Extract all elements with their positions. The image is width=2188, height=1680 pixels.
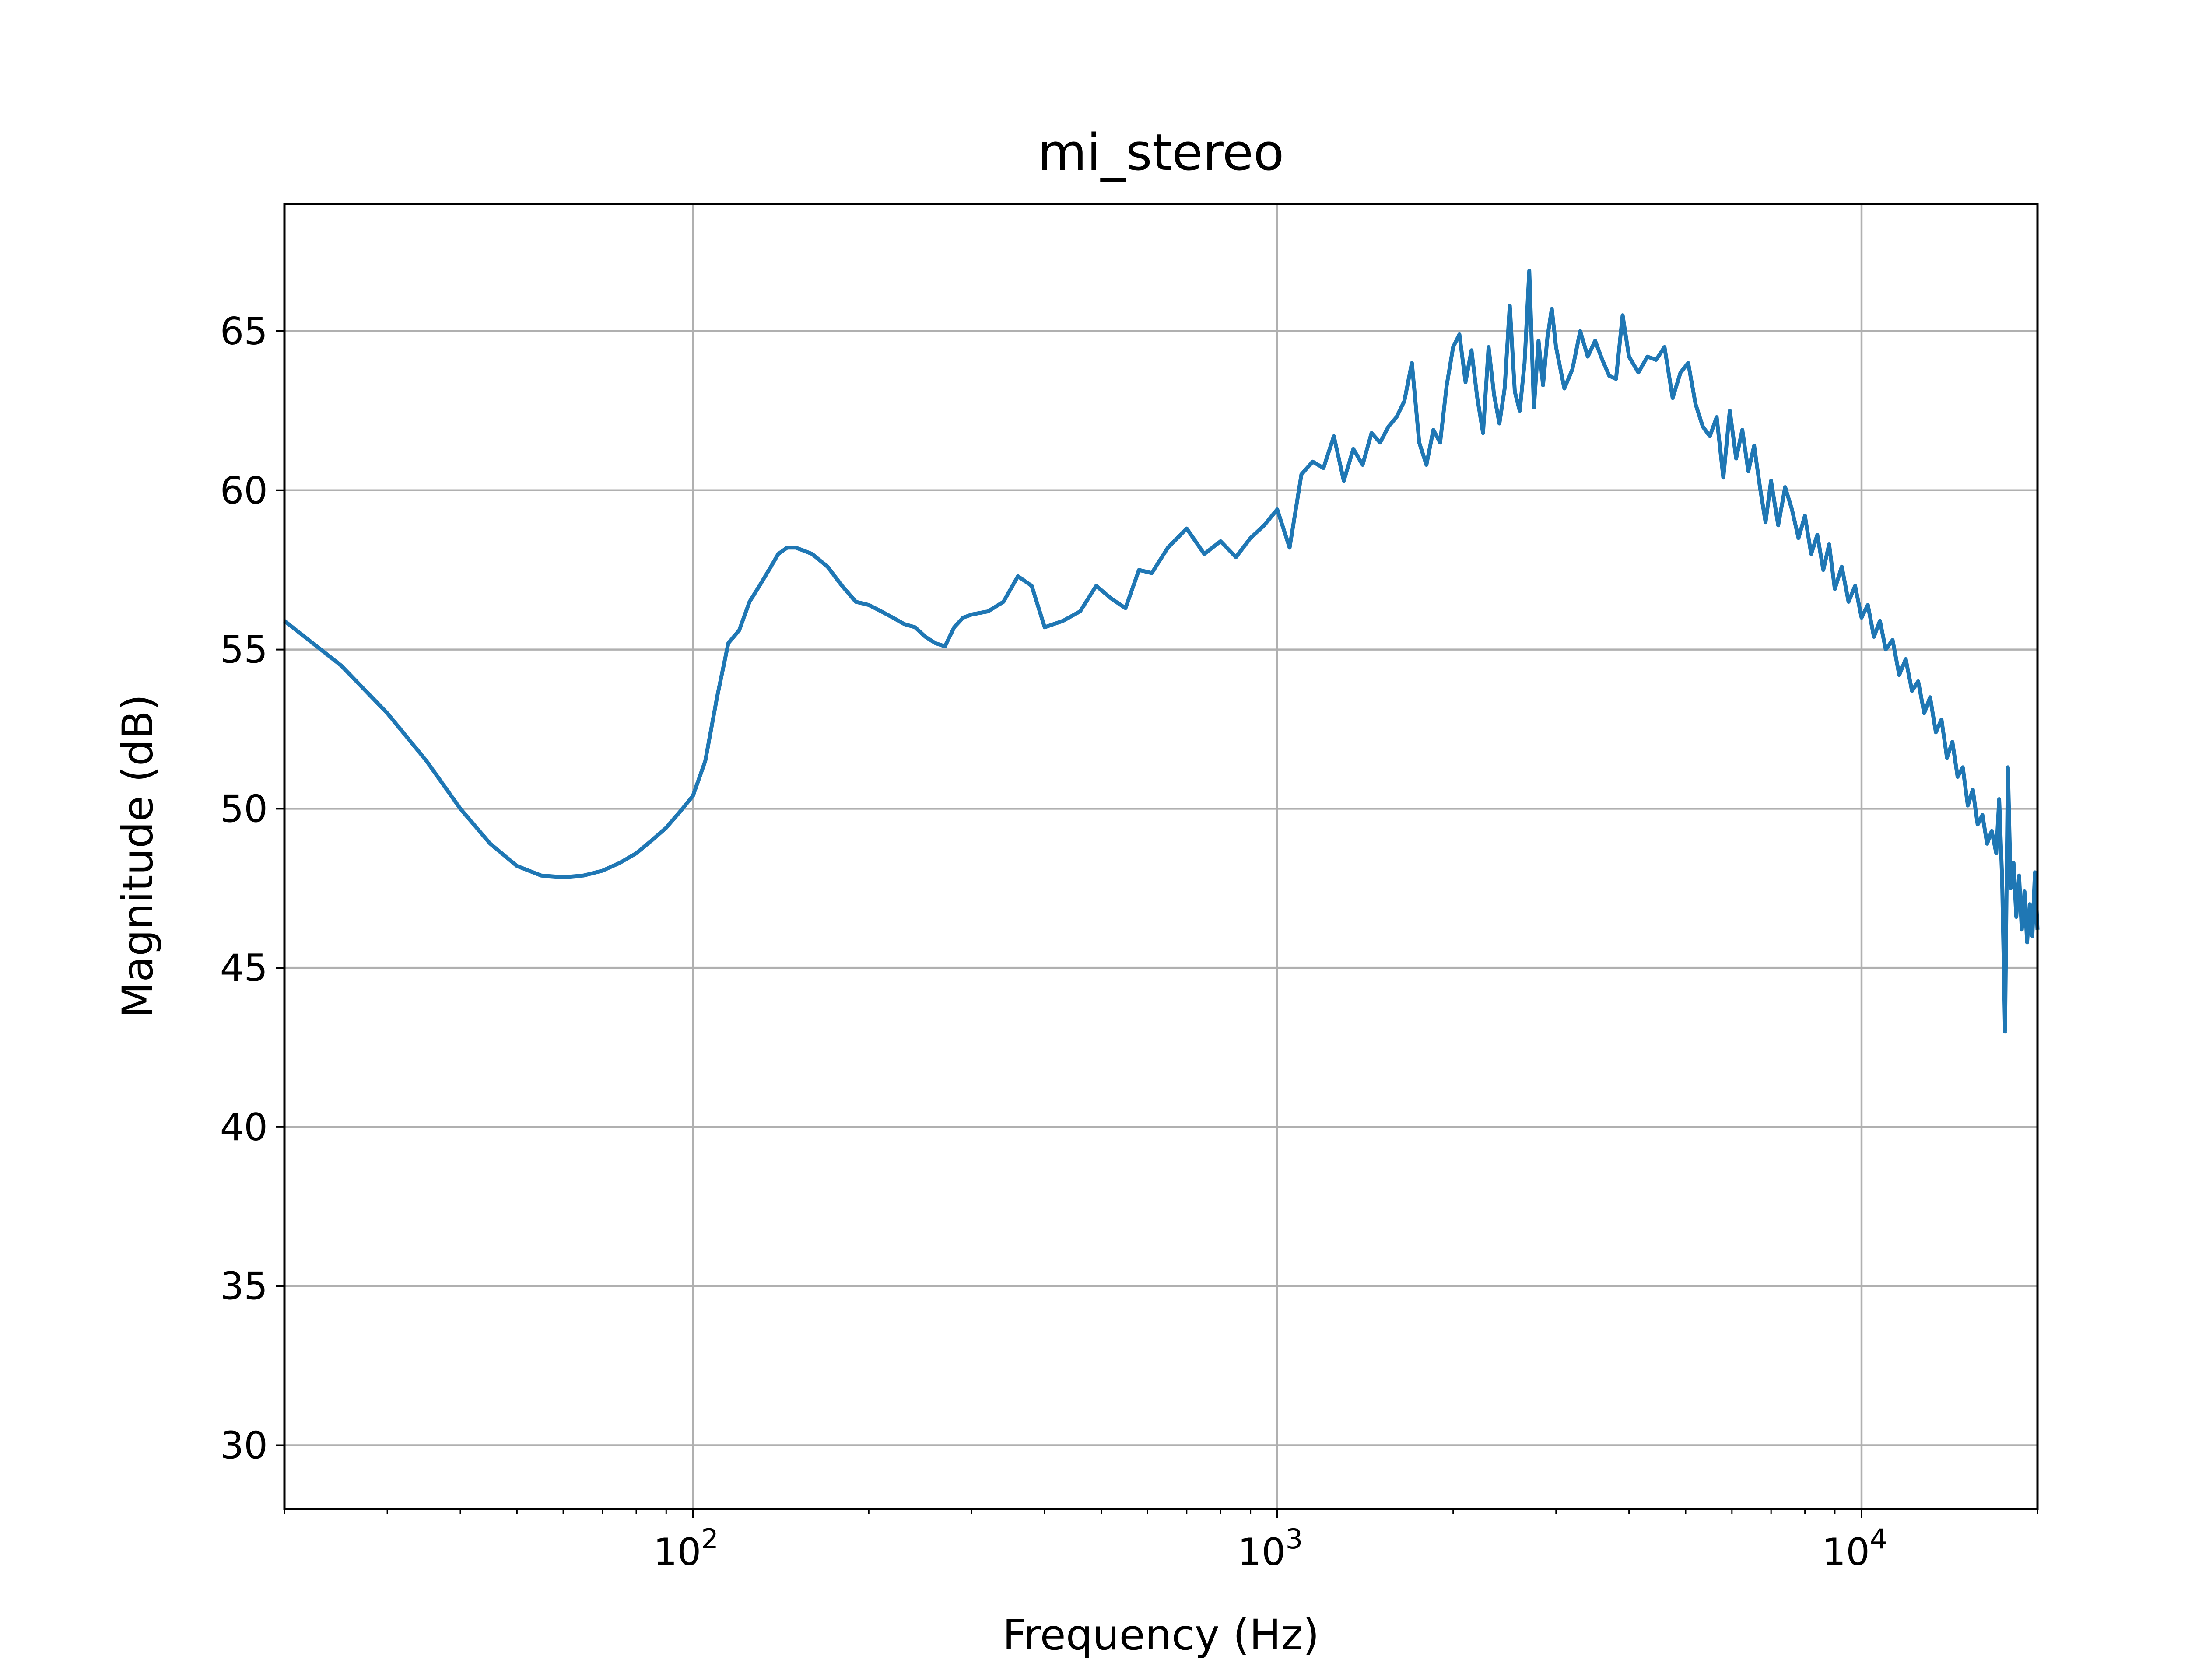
y-axis-label: Magnitude (dB) — [113, 694, 162, 1018]
y-tick-label: 60 — [220, 469, 268, 513]
y-tick-label: 35 — [220, 1265, 268, 1309]
x-axis-label: Frequency (Hz) — [1003, 1610, 1319, 1659]
axis-ticks: 30 35 40 45 50 55 60 65 102 103 104 — [220, 310, 1887, 1574]
x-tick-label: 104 — [1822, 1523, 1887, 1574]
y-tick-label: 30 — [220, 1424, 268, 1468]
y-tick-label: 65 — [220, 310, 268, 354]
y-tick-label: 55 — [220, 628, 268, 672]
chart-title: mi_stereo — [1038, 123, 1284, 182]
y-tick-label: 45 — [220, 946, 268, 990]
y-tick-label: 40 — [220, 1106, 268, 1149]
plot-frame — [283, 203, 2039, 1510]
x-tick-label: 103 — [1238, 1523, 1303, 1574]
magnitude-series-line — [283, 269, 2040, 1034]
data-layer — [283, 269, 2040, 1034]
y-tick-label: 50 — [220, 787, 268, 831]
grid-layer — [284, 204, 2037, 1509]
x-tick-label: 102 — [653, 1523, 719, 1574]
